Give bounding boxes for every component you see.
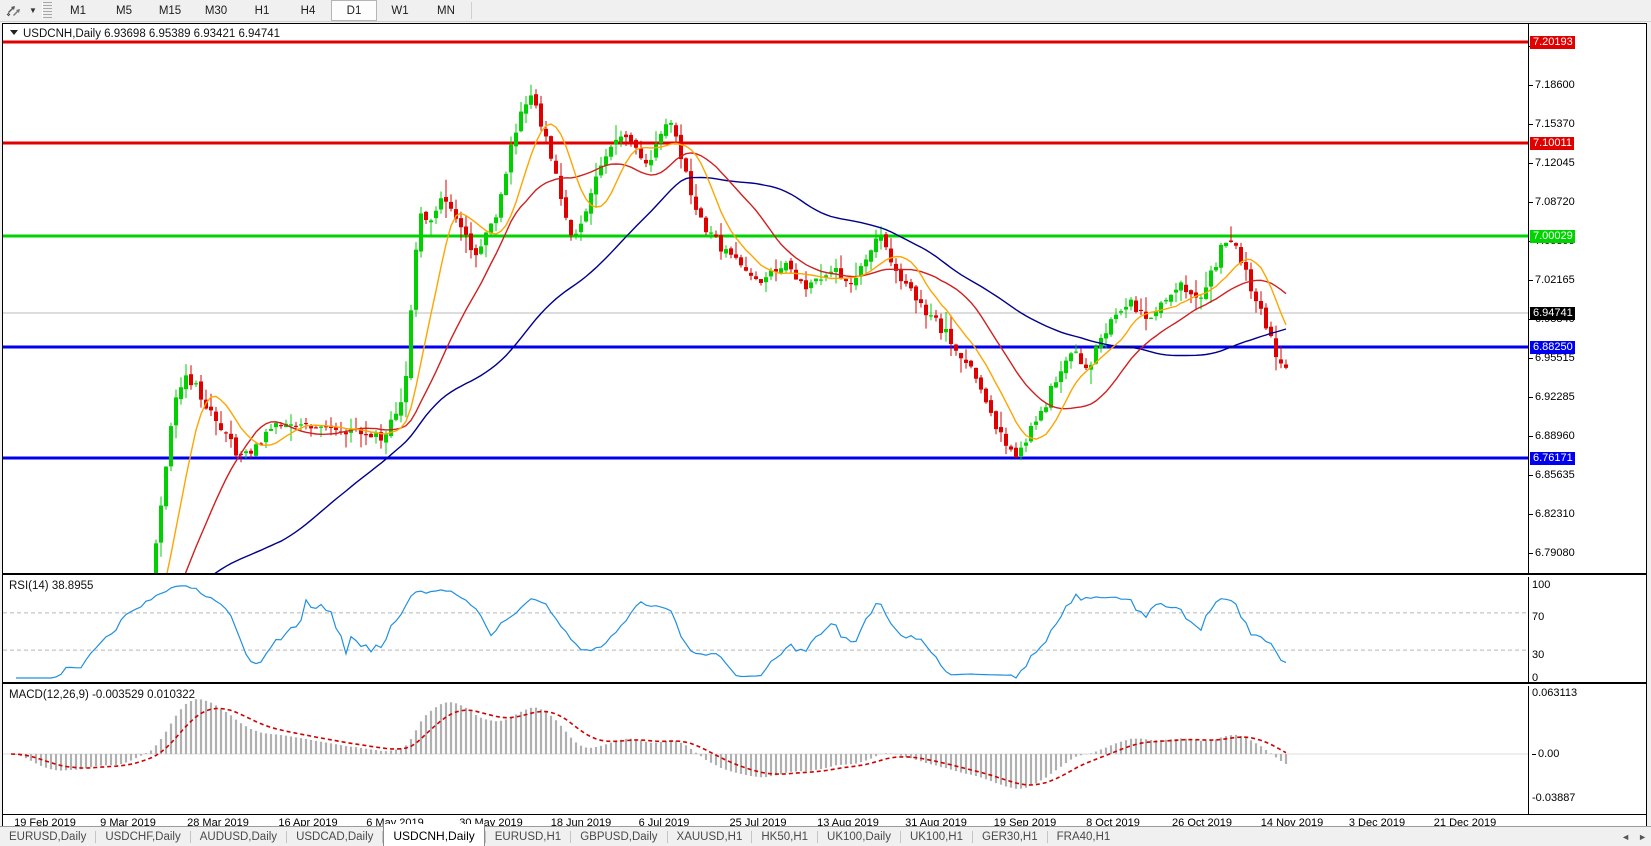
macd-plot[interactable] — [3, 686, 1528, 814]
chart-tabs: EURUSD,Daily USDCHF,Daily AUDUSD,Daily USDC… — [0, 824, 1119, 846]
chart-tab-uk100-h1[interactable]: UK100,H1 — [909, 831, 964, 843]
macd-axis-tick: 0.00 — [1532, 749, 1559, 760]
rsi-axis-tick: 0 — [1532, 672, 1539, 684]
rsi-axis-tick: 100 — [1532, 579, 1551, 591]
price-axis-tick: 6.82310 — [1529, 509, 1575, 520]
rsi-plot[interactable] — [3, 577, 1528, 682]
price-panel[interactable]: USDCNH,Daily 6.93698 6.95389 6.93421 6.9… — [3, 24, 1646, 575]
price-axis[interactable]: 7.219257.186007.153707.120457.087207.053… — [1528, 24, 1646, 573]
price-axis-tick: 6.85635 — [1529, 470, 1575, 481]
macd-axis: 0.063113 0.00 -0.03887 — [1528, 686, 1646, 814]
tab-divider — [751, 831, 753, 843]
macd-panel[interactable]: MACD(12,26,9) -0.003529 0.010322 0.06311… — [3, 686, 1646, 814]
toolbar-grip[interactable] — [42, 2, 52, 19]
chart-tab-usdcad-daily[interactable]: USDCAD,Daily — [296, 831, 374, 843]
chart-tab-eurusd-h1[interactable]: EURUSD,H1 — [494, 831, 562, 843]
price-plot[interactable] — [3, 24, 1528, 573]
timeframe-button-w1[interactable]: W1 — [391, 4, 409, 17]
collapse-caret-icon[interactable] — [10, 30, 18, 35]
chart-tab-usdchf-daily[interactable]: USDCHF,Daily — [105, 831, 181, 843]
price-axis-tick: 7.18600 — [1529, 80, 1575, 91]
chart-tab-ger30-h1[interactable]: GER30,H1 — [982, 831, 1038, 843]
toolbar-separator — [471, 2, 472, 19]
timeframe-button-h1[interactable]: H1 — [254, 4, 270, 17]
macd-axis-tick: 0.063113 — [1532, 687, 1578, 699]
price-level-tag-support-2[interactable]: 6.76171 — [1530, 452, 1575, 465]
candlestick-svg — [3, 40, 1528, 573]
tab-scroll-controls[interactable]: ◄ ► — [1621, 827, 1651, 846]
rsi-axis-tick: 30 — [1532, 649, 1545, 661]
chart-tab-gbpusd-daily[interactable]: GBPUSD,Daily — [580, 831, 658, 843]
tab-divider — [286, 831, 288, 843]
rsi-axis-tick: 70 — [1532, 611, 1545, 623]
current-price-tag[interactable]: 6.94741 — [1530, 307, 1575, 320]
timeframe-button-mn[interactable]: MN — [437, 4, 455, 17]
tab-divider — [1046, 831, 1048, 843]
price-axis-tick: 7.15370 — [1529, 119, 1575, 130]
rsi-panel-label: RSI(14) 38.8955 — [9, 580, 94, 592]
tab-divider — [570, 831, 572, 843]
timeframe-button-group: M1 M5 M15 M30 H1 H4 D1 W1 MN — [55, 0, 469, 21]
chart-tab-usdcnh-daily[interactable]: USDCNH,Daily — [383, 824, 485, 846]
price-level-tag-pivot-green[interactable]: 7.00029 — [1530, 230, 1575, 243]
chart-tab-hk50-h1[interactable]: HK50,H1 — [761, 831, 809, 843]
tab-divider — [382, 831, 384, 843]
chart-area[interactable]: USDCNH,Daily 6.93698 6.95389 6.93421 6.9… — [2, 23, 1647, 815]
scroll-left-icon[interactable]: ◄ — [1621, 832, 1631, 842]
tab-divider — [666, 831, 668, 843]
chart-tab-uk100-daily[interactable]: UK100,Daily — [827, 831, 891, 843]
chart-tab-fra40-h1[interactable]: FRA40,H1 — [1056, 831, 1111, 843]
price-level-tag-resistance-2[interactable]: 7.10011 — [1530, 137, 1574, 150]
tab-divider — [972, 831, 974, 843]
timeframe-button-m15[interactable]: M15 — [158, 4, 182, 17]
tab-divider — [189, 831, 191, 843]
price-axis-tick: 6.92285 — [1529, 392, 1575, 403]
rsi-axis: 100 70 30 0 — [1528, 577, 1646, 682]
price-level-tag-resistance-1[interactable]: 7.20193 — [1530, 36, 1575, 49]
price-axis-tick: 7.08720 — [1529, 197, 1575, 208]
timeframe-button-h4[interactable]: H4 — [300, 4, 316, 17]
price-axis-tick: 6.95515 — [1529, 353, 1575, 364]
price-panel-label: USDCNH,Daily 6.93698 6.95389 6.93421 6.9… — [23, 28, 281, 40]
macd-panel-label: MACD(12,26,9) -0.003529 0.010322 — [9, 689, 196, 701]
tab-divider — [95, 831, 97, 843]
chart-tab-bar[interactable]: EURUSD,Daily USDCHF,Daily AUDUSD,Daily USDC… — [0, 824, 1651, 846]
tab-divider — [484, 831, 486, 843]
scroll-right-icon[interactable]: ► — [1638, 832, 1647, 842]
chart-tab-audusd-daily[interactable]: AUDUSD,Daily — [199, 831, 278, 843]
timeframe-button-m5[interactable]: M5 — [116, 4, 132, 17]
price-level-tag-support-1[interactable]: 6.88250 — [1530, 341, 1575, 354]
rsi-panel[interactable]: RSI(14) 38.8955 100 70 30 0 — [3, 577, 1646, 684]
chart-tab-xauusd-h1[interactable]: XAUUSD,H1 — [676, 831, 743, 843]
price-axis-tick: 6.79080 — [1529, 548, 1575, 559]
chevron-down-icon[interactable]: ▼ — [29, 6, 37, 15]
timeframe-button-m30[interactable]: M30 — [204, 4, 228, 17]
timeframe-button-m1[interactable]: M1 — [70, 4, 86, 17]
chart-tab-eurusd-daily[interactable]: EURUSD,Daily — [9, 831, 87, 843]
tab-divider — [817, 831, 819, 843]
toolbar: ▼ M1 M5 M15 M30 H1 H4 D1 W1 MN — [0, 0, 1651, 22]
price-axis-tick: 7.02165 — [1529, 275, 1575, 286]
crosshair-tools-icon[interactable] — [0, 1, 26, 20]
price-axis-tick: 7.12045 — [1529, 158, 1575, 169]
macd-axis-tick: -0.03887 — [1532, 792, 1576, 804]
macd-histogram-svg — [3, 699, 1528, 789]
tab-divider — [899, 831, 901, 843]
timeframe-button-d1[interactable]: D1 — [331, 0, 377, 21]
rsi-line-svg — [3, 585, 1528, 679]
price-axis-tick: 6.88960 — [1529, 431, 1575, 442]
